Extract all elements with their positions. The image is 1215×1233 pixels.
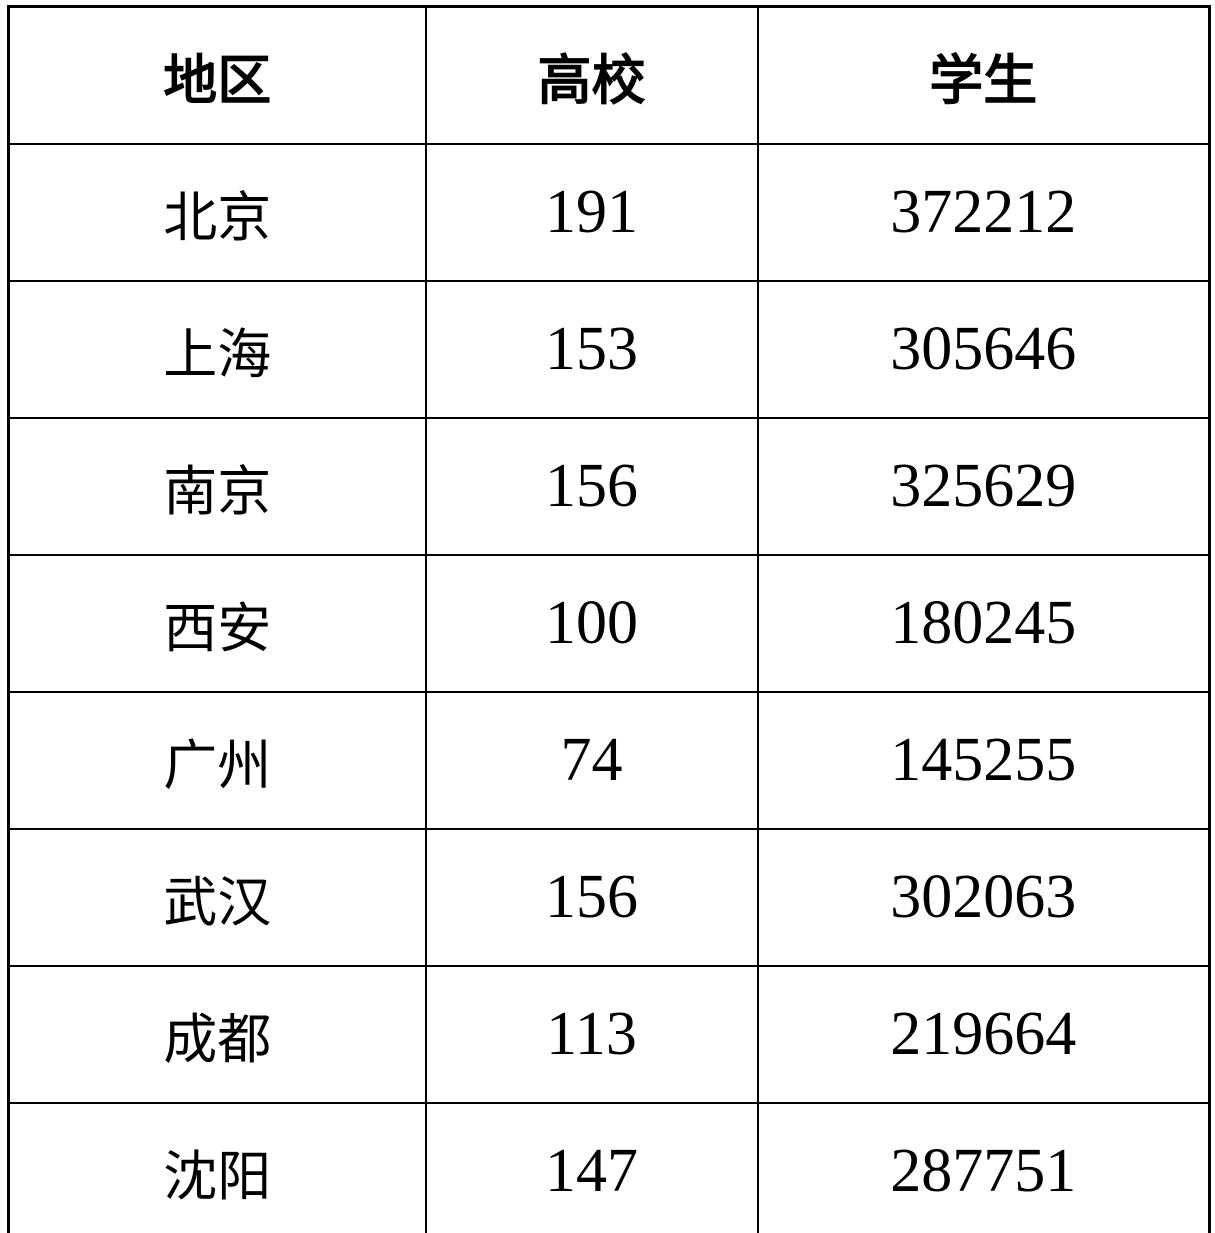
cell-region: 沈阳 xyxy=(7,1102,427,1233)
header-universities: 高校 xyxy=(424,5,759,145)
cell-students-count: 180245 xyxy=(756,554,1211,693)
table-row: 北京 191 372212 xyxy=(7,143,1211,282)
table-row: 武汉 156 302063 xyxy=(7,828,1211,967)
table-row: 沈阳 147 287751 xyxy=(7,1102,1211,1233)
cell-region: 成都 xyxy=(7,965,427,1104)
cell-students-count: 305646 xyxy=(756,280,1211,419)
cell-universities-count: 100 xyxy=(424,554,759,693)
cell-universities-count: 156 xyxy=(424,417,759,556)
cell-region: 北京 xyxy=(7,143,427,282)
cell-region: 西安 xyxy=(7,554,427,693)
table-row: 西安 100 180245 xyxy=(7,554,1211,693)
cell-universities-count: 147 xyxy=(424,1102,759,1233)
cell-students-count: 219664 xyxy=(756,965,1211,1104)
cell-region: 广州 xyxy=(7,691,427,830)
cell-region: 上海 xyxy=(7,280,427,419)
cell-universities-count: 153 xyxy=(424,280,759,419)
cell-region: 武汉 xyxy=(7,828,427,967)
cell-students-count: 372212 xyxy=(756,143,1211,282)
cell-students-count: 145255 xyxy=(756,691,1211,830)
region-universities-students-table: 地区 高校 学生 北京 191 372212 上海 153 305646 南京 … xyxy=(7,5,1211,1233)
cell-universities-count: 191 xyxy=(424,143,759,282)
header-region: 地区 xyxy=(7,5,427,145)
table-row: 成都 113 219664 xyxy=(7,965,1211,1104)
cell-students-count: 302063 xyxy=(756,828,1211,967)
header-row: 地区 高校 学生 xyxy=(7,5,1211,145)
cell-region: 南京 xyxy=(7,417,427,556)
cell-universities-count: 156 xyxy=(424,828,759,967)
table-row: 南京 156 325629 xyxy=(7,417,1211,556)
cell-universities-count: 74 xyxy=(424,691,759,830)
cell-students-count: 325629 xyxy=(756,417,1211,556)
cell-students-count: 287751 xyxy=(756,1102,1211,1233)
table-row: 广州 74 145255 xyxy=(7,691,1211,830)
header-students: 学生 xyxy=(756,5,1211,145)
table-row: 上海 153 305646 xyxy=(7,280,1211,419)
cell-universities-count: 113 xyxy=(424,965,759,1104)
